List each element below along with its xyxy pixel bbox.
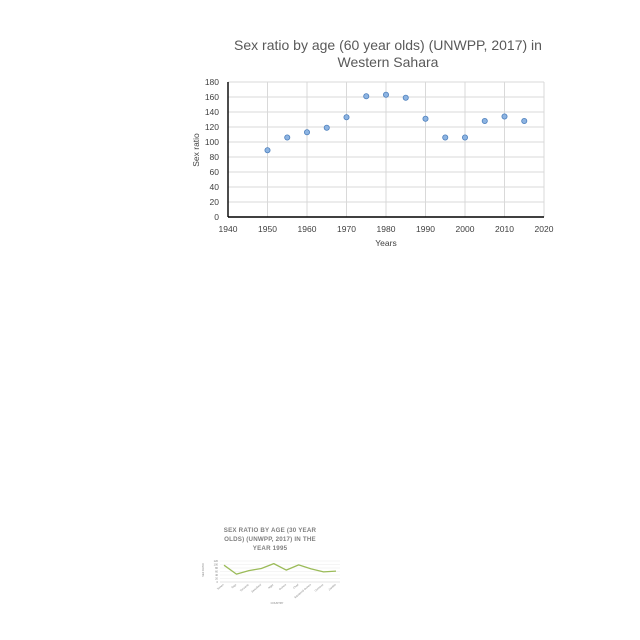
- data-point: [442, 134, 449, 141]
- mini-chart-title-line-3: YEAR 1995: [253, 545, 288, 552]
- data-points: [264, 91, 528, 154]
- mini-gridlines: [220, 560, 340, 583]
- data-point: [284, 134, 291, 141]
- y-tick-label: 40: [210, 182, 220, 192]
- data-point: [422, 115, 429, 122]
- mini-y-axis-title: SEX RATIO: [201, 563, 205, 577]
- x-tick-label: 1960: [298, 224, 317, 234]
- y-tick-label: 80: [210, 152, 220, 162]
- mini-y-tick-label: 80: [215, 566, 218, 570]
- y-tick-label: 120: [205, 122, 219, 132]
- y-tick-label: 100: [205, 137, 219, 147]
- mini-y-tick-label: 60: [215, 570, 218, 574]
- x-tick-label: 1970: [337, 224, 356, 234]
- mini-x-tick-label: Tanzania: [239, 582, 250, 592]
- mini-x-tick-label: Yemen: [216, 582, 225, 591]
- x-tick-label: 2010: [495, 224, 514, 234]
- data-point: [343, 114, 350, 121]
- mini-series: [223, 562, 337, 575]
- mini-chart-title-line-1: SEX RATIO BY AGE (30 YEAR: [224, 527, 317, 534]
- chart-title-line-1: Sex ratio by age (60 year olds) (UNWPP, …: [234, 37, 542, 53]
- data-point: [461, 134, 468, 141]
- mini-y-tick-label: 120: [214, 559, 219, 563]
- y-tick-label: 20: [210, 197, 220, 207]
- y-axis-title: Sex ratio: [191, 133, 201, 167]
- x-tick-label: 1940: [219, 224, 238, 234]
- mini-x-axis-title: COUNTRY: [271, 601, 284, 605]
- mini-x-tick-label: Comoros: [314, 582, 325, 592]
- mini-chart: SEX RATIO BY AGE (30 YEAR OLDS) (UNWPP, …: [201, 527, 340, 605]
- x-tick-labels: 1940 1950 1960 1970 1980 1990 2000 2010 2020: [219, 224, 554, 234]
- mini-x-tick-label: Guinea: [278, 582, 287, 591]
- mini-x-tick-label: Chad: [292, 582, 300, 589]
- chart-title-line-2: Western Sahara: [338, 54, 439, 70]
- mini-x-tick-label: Zambia: [327, 582, 337, 591]
- y-tick-label: 180: [205, 77, 219, 87]
- main-chart: Sex ratio by age (60 year olds) (UNWPP, …: [191, 37, 554, 248]
- x-tick-label: 1950: [258, 224, 277, 234]
- mini-x-tick-label: Togo: [230, 582, 237, 589]
- mini-x-tick-labels: Yemen Togo Tanzania Swaziland Niger Guinea Cha…: [216, 582, 337, 599]
- mini-series-line: [223, 562, 337, 575]
- mini-y-tick-label: 100: [214, 563, 219, 567]
- data-point: [521, 118, 528, 125]
- x-tick-label: 2020: [535, 224, 554, 234]
- mini-x-tick-label: Swaziland: [250, 582, 262, 593]
- x-tick-label: 1980: [377, 224, 396, 234]
- x-tick-label: 1990: [416, 224, 435, 234]
- mini-y-tick-label: 20: [215, 577, 218, 581]
- data-point: [402, 94, 409, 101]
- x-tick-label: 2000: [456, 224, 475, 234]
- mini-y-tick-label: 40: [215, 573, 218, 577]
- y-tick-label: 140: [205, 107, 219, 117]
- x-axis-title: Years: [375, 238, 396, 248]
- data-point: [264, 147, 271, 154]
- axes: [227, 82, 544, 218]
- mini-chart-title-line-2: OLDS) (UNWPP, 2017) IN THE: [224, 536, 316, 543]
- data-point: [481, 118, 488, 125]
- y-tick-label: 0: [214, 212, 219, 222]
- y-tick-labels: 0 20 40 60 80 100 120 140 160 180: [205, 77, 219, 222]
- data-point: [363, 93, 370, 100]
- mini-y-tick-label: 0: [217, 580, 219, 584]
- y-tick-label: 60: [210, 167, 220, 177]
- data-point: [303, 129, 310, 136]
- data-point: [501, 113, 508, 120]
- y-tick-label: 160: [205, 92, 219, 102]
- data-point: [323, 124, 330, 131]
- data-point: [382, 91, 389, 98]
- mini-x-tick-label: Niger: [267, 583, 274, 590]
